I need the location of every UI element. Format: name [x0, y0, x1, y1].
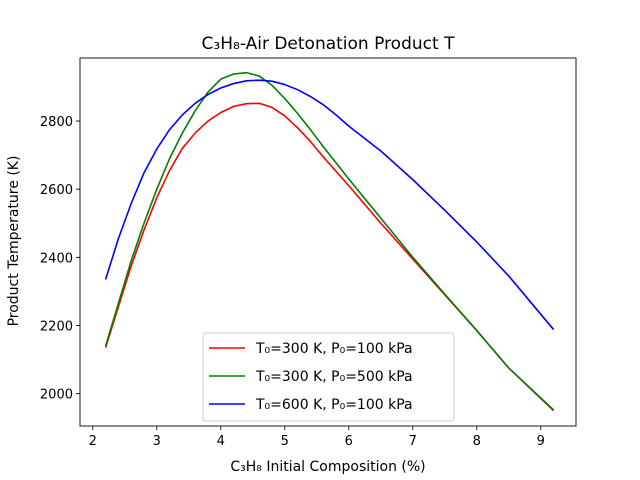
legend: T₀=300 K, P₀=100 kPa T₀=300 K, P₀=500 kPa…: [202, 332, 455, 422]
x-axis-label: C₃H₈ Initial Composition (%): [230, 459, 425, 475]
plot-area: [104, 71, 555, 412]
x-tick-label: 9: [537, 434, 545, 449]
axes-frame: [79, 57, 577, 427]
series-line-2: [104, 71, 555, 411]
y-tick-label: 2200: [40, 319, 73, 334]
x-tick-label: 3: [153, 434, 161, 449]
x-tick-label: 2: [89, 434, 97, 449]
y-tick-label: 2400: [40, 251, 73, 266]
x-tick-label: 8: [473, 434, 481, 449]
x-tick-label: 7: [409, 434, 417, 449]
y-tick-label: 2000: [40, 388, 73, 403]
legend-label-1: T₀=300 K, P₀=100 kPa: [255, 341, 413, 357]
y-tick-label: 2800: [40, 115, 73, 130]
legend-box: [202, 332, 455, 422]
axes: 2 3 4 5 6 7 8 9 2000 2200 2400 2600 2800: [40, 57, 577, 449]
x-tick-label: 4: [217, 434, 225, 449]
legend-label-3: T₀=600 K, P₀=100 kPa: [255, 397, 413, 413]
legend-label-2: T₀=300 K, P₀=500 kPa: [255, 369, 413, 385]
series-line-3: [104, 79, 555, 331]
y-tick-label: 2600: [40, 183, 73, 198]
chart-title: C₃H₈-Air Detonation Product T: [202, 34, 456, 54]
series-line-1: [104, 102, 555, 412]
y-axis-label: Product Temperature (K): [6, 156, 22, 327]
x-tick-label: 5: [281, 434, 289, 449]
x-tick-label: 6: [345, 434, 353, 449]
